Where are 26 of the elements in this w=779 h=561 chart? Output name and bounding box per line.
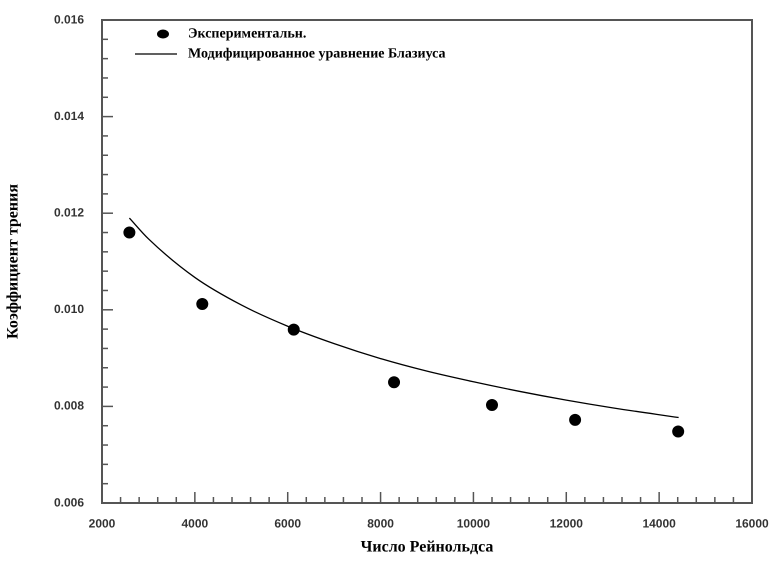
x-axis-title: Число Рейнольдса [360, 538, 494, 556]
y-tick-label: 0.016 [54, 12, 84, 26]
point [672, 426, 684, 438]
point [123, 226, 136, 239]
x-tick-label: 14000 [642, 516, 676, 531]
y-tick-label: 0.008 [54, 398, 84, 413]
x-tick-label: 10000 [456, 516, 490, 531]
x-tick-label: 2000 [88, 516, 116, 531]
x-tick-label: 8000 [367, 516, 394, 531]
point [569, 414, 582, 426]
legend-label: Экспериментальн. [188, 26, 306, 42]
point [196, 298, 208, 310]
y-tick-label: 0.010 [54, 302, 84, 316]
y-tick-label: 0.012 [54, 206, 84, 220]
y-axis-title: Коэффициент трения [4, 184, 22, 339]
y-tick-label: 0.014 [54, 108, 84, 123]
line-series [128, 217, 680, 418]
point [486, 398, 498, 411]
x-tick-label: 4000 [182, 516, 209, 531]
x-tick-label: 6000 [274, 516, 302, 531]
point [288, 324, 300, 336]
y-tick-label: 0.006 [54, 495, 84, 510]
x-tick-label: 16000 [735, 516, 770, 531]
legend-label: Модифицированное уравнение Блазиуса [188, 46, 446, 62]
point [388, 376, 400, 388]
x-tick-label: 12000 [550, 516, 584, 531]
